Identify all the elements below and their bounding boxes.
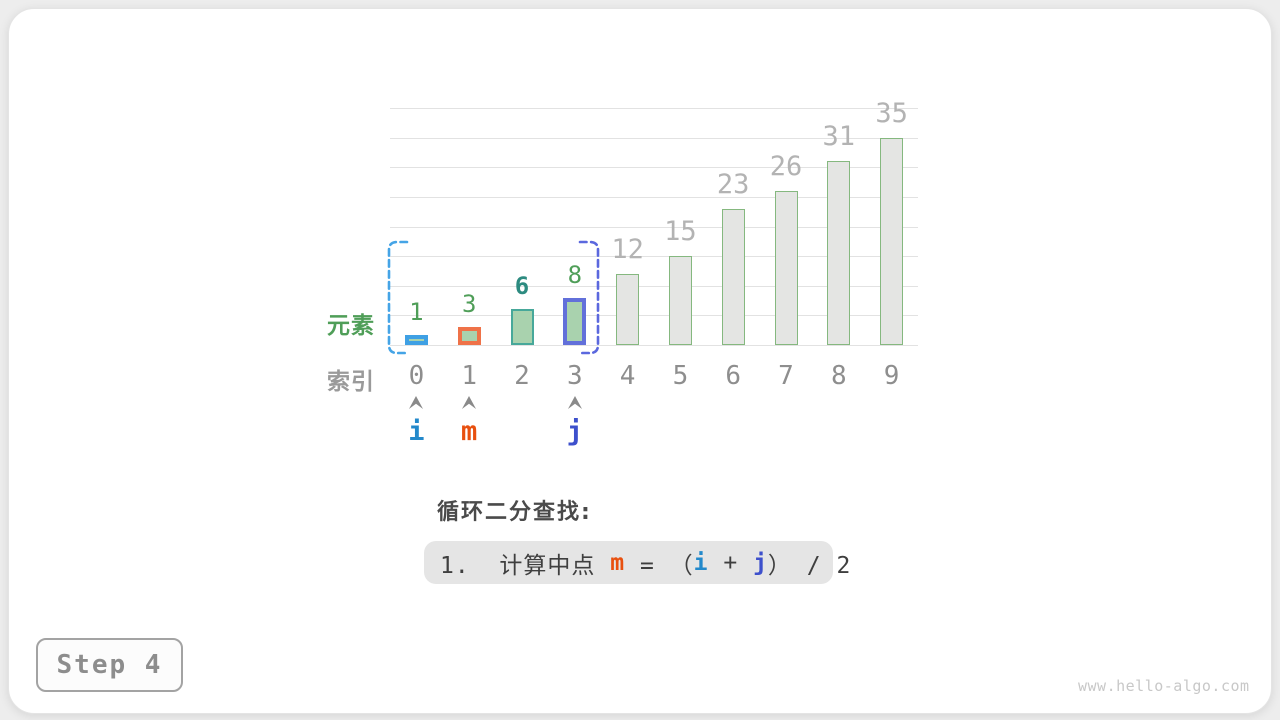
bar-index-7 xyxy=(774,190,798,345)
watermark: www.hello-algo.com xyxy=(1078,677,1250,695)
bar-index-2 xyxy=(510,309,534,345)
bar-value-label: 1 xyxy=(409,298,424,326)
bar-value-label: 12 xyxy=(611,233,644,265)
bar-value-label: 31 xyxy=(822,121,856,153)
y-axis-label-element: 元素 xyxy=(327,313,375,339)
gridline xyxy=(390,137,918,139)
bar-index-5 xyxy=(668,256,692,345)
bar-index-9 xyxy=(880,137,904,345)
chart-region: 1 3 6 8 12 15 23 26 31 35 xyxy=(390,100,918,346)
bar-index-3 xyxy=(563,297,587,345)
index-label-5: 5 xyxy=(672,361,689,391)
index-label-9: 9 xyxy=(883,361,900,391)
index-label-6: 6 xyxy=(725,361,742,391)
index-label-1: 1 xyxy=(461,361,478,391)
formula-segment: = （ xyxy=(625,552,694,579)
gridline xyxy=(390,285,918,287)
index-label-8: 8 xyxy=(830,361,847,391)
gridline xyxy=(390,108,918,109)
formula-segment: m xyxy=(610,549,626,576)
formula-box: 1. 计算中点 m = （i + j） / 2 xyxy=(424,541,850,584)
step-badge: Step 4 xyxy=(36,638,183,692)
bar-value-label: 35 xyxy=(875,97,908,129)
bar-value-label: 8 xyxy=(567,260,583,289)
bracket-right xyxy=(578,240,600,355)
gridline xyxy=(390,256,918,258)
bar-value-label: 26 xyxy=(769,150,803,182)
bar-index-8 xyxy=(827,161,851,345)
index-label-0: 0 xyxy=(408,361,425,391)
bar-index-4 xyxy=(616,273,640,345)
formula-segment: 1. 计算中点 xyxy=(440,552,611,579)
pointer-label-i: i xyxy=(408,416,425,447)
bracket-left xyxy=(387,240,409,355)
diagram-card xyxy=(8,8,1272,714)
formula-segment: ） / 2 xyxy=(767,552,852,579)
bar-value-label: 23 xyxy=(716,168,750,200)
gridline xyxy=(390,167,918,169)
bar-value-label: 6 xyxy=(514,272,530,301)
gridline xyxy=(390,196,918,198)
gridline xyxy=(390,345,918,346)
index-label-4: 4 xyxy=(619,361,636,391)
up-caret-icon xyxy=(567,396,583,409)
search-range-bracket xyxy=(387,240,600,355)
algorithm-heading: 循环二分查找: xyxy=(437,500,592,525)
bar-index-0 xyxy=(404,335,428,345)
index-label-7: 7 xyxy=(778,361,794,391)
index-label-2: 2 xyxy=(514,361,530,391)
gridline xyxy=(390,226,918,228)
gridline xyxy=(390,315,918,317)
formula-segment: i xyxy=(693,549,709,576)
x-axis-label-index: 索引 xyxy=(327,369,375,395)
bar-index-6 xyxy=(721,208,745,345)
bar-value-label: 15 xyxy=(664,216,697,248)
up-caret-icon xyxy=(408,396,424,409)
pointer-label-m: m xyxy=(461,416,478,447)
pointer-label-j: j xyxy=(566,416,583,447)
bar-index-1 xyxy=(457,327,481,345)
index-label-3: 3 xyxy=(566,361,583,391)
up-caret-icon xyxy=(461,396,477,409)
formula-segment: j xyxy=(753,549,768,576)
bar-value-label: 3 xyxy=(461,290,477,319)
formula-segment: + xyxy=(708,549,754,576)
